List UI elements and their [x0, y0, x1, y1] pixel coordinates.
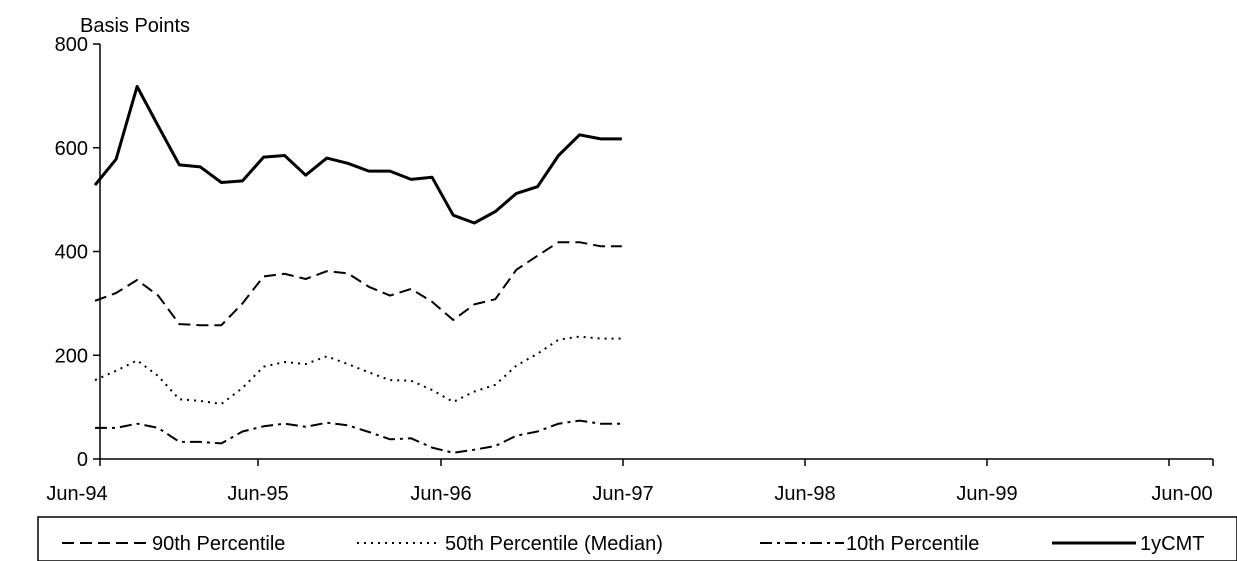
plot-area: 0 200 400 600 800 Jun-94 Jun-95 Jun-96 Jun-97 Jun…	[46, 34, 1214, 505]
y-unit-label: Basis Points	[80, 15, 190, 37]
legend-label: 1yCMT	[1140, 533, 1204, 555]
legend: 90th Percentile 50th Percentile (Median) 1…	[37, 516, 1237, 561]
y-tick-label: 600	[55, 138, 88, 160]
y-tick-label: 800	[55, 34, 88, 56]
legend-label: 90th Percentile	[152, 533, 285, 555]
x-tick-label: Jun-00	[1151, 483, 1212, 505]
x-tick-label: Jun-95	[227, 483, 288, 505]
series-line	[94, 241, 622, 327]
legend-box	[37, 516, 1237, 561]
x-tick-label: Jun-97	[592, 483, 653, 505]
x-tick-label: Jun-98	[774, 483, 835, 505]
x-tick-label: Jun-99	[956, 483, 1017, 505]
y-tick-label: 200	[55, 345, 88, 367]
series-line	[95, 419, 622, 454]
legend-label: 10th Percentile	[846, 533, 979, 555]
series-line	[93, 85, 622, 225]
y-tick-label: 0	[77, 449, 88, 471]
y-tick-label: 400	[55, 242, 88, 264]
legend-label: 50th Percentile (Median)	[445, 533, 663, 555]
x-tick-label: Jun-94	[46, 483, 107, 505]
x-tick-label: Jun-96	[410, 483, 471, 505]
series-line	[94, 335, 622, 405]
